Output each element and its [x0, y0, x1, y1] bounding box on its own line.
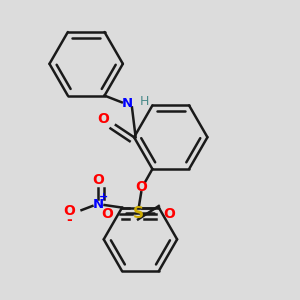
- Text: O: O: [135, 180, 147, 194]
- Text: N: N: [121, 97, 132, 110]
- Text: S: S: [133, 206, 143, 221]
- Text: +: +: [99, 192, 109, 203]
- Text: -: -: [66, 213, 72, 227]
- Text: O: O: [97, 112, 109, 126]
- Text: O: O: [92, 173, 104, 188]
- Text: H: H: [140, 95, 149, 109]
- Text: O: O: [101, 207, 113, 221]
- Text: N: N: [93, 198, 104, 211]
- Text: O: O: [163, 207, 175, 221]
- Text: O: O: [63, 204, 75, 218]
